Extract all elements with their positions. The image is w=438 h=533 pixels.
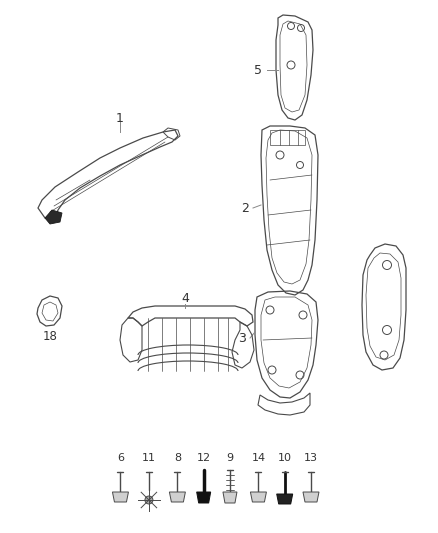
Text: 11: 11 xyxy=(142,453,156,463)
Text: 13: 13 xyxy=(304,453,318,463)
Polygon shape xyxy=(197,492,211,503)
Circle shape xyxy=(145,496,153,504)
Polygon shape xyxy=(251,492,266,502)
Text: 10: 10 xyxy=(278,453,292,463)
Polygon shape xyxy=(113,492,128,502)
Text: 1: 1 xyxy=(116,111,124,125)
Polygon shape xyxy=(303,492,319,502)
Text: 18: 18 xyxy=(42,330,57,343)
Text: 6: 6 xyxy=(117,453,124,463)
Text: 12: 12 xyxy=(197,453,211,463)
Text: 4: 4 xyxy=(181,292,189,304)
Polygon shape xyxy=(45,210,62,224)
Text: 8: 8 xyxy=(174,453,181,463)
Text: 14: 14 xyxy=(251,453,265,463)
Text: 3: 3 xyxy=(238,332,246,344)
Polygon shape xyxy=(223,492,237,503)
Polygon shape xyxy=(170,492,185,502)
Text: 5: 5 xyxy=(254,63,262,77)
Text: 2: 2 xyxy=(241,201,249,214)
Polygon shape xyxy=(277,494,293,504)
Text: 9: 9 xyxy=(226,453,233,463)
